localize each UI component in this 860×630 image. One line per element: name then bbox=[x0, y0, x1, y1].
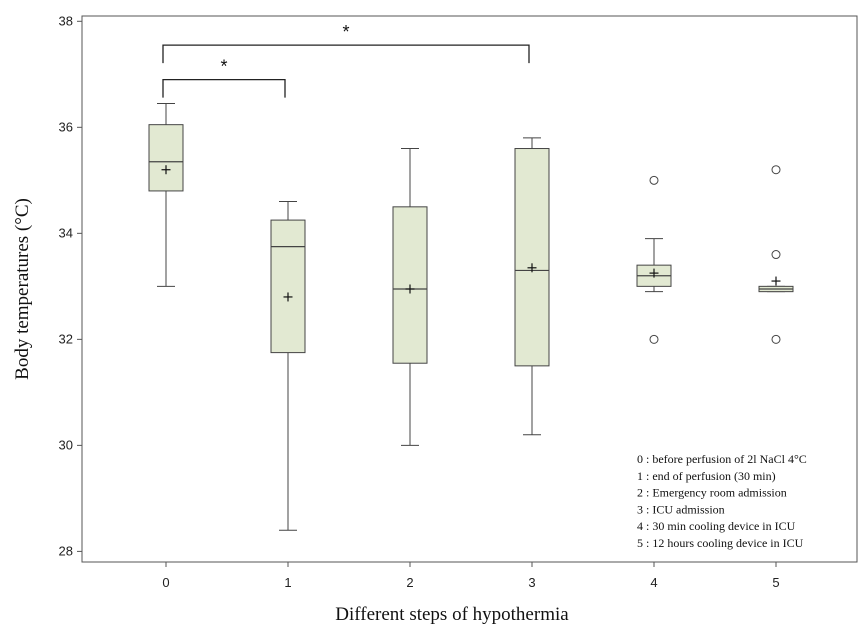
legend: 0 : before perfusion of 2l NaCl 4°C 1 : e… bbox=[637, 452, 807, 550]
outlier-point bbox=[649, 334, 659, 344]
plot-area bbox=[81, 15, 858, 563]
legend-entry: 5 : 12 hours cooling device in ICU bbox=[637, 536, 804, 550]
outlier-point bbox=[771, 250, 781, 260]
interquartile-box bbox=[514, 148, 550, 367]
y-tick-label: 30 bbox=[59, 437, 73, 452]
y-tick-label: 36 bbox=[59, 119, 73, 134]
y-tick-label: 32 bbox=[59, 331, 73, 346]
box-category-3 bbox=[514, 137, 550, 436]
y-tick-label: 38 bbox=[59, 13, 73, 28]
x-tick-label: 3 bbox=[528, 575, 535, 590]
significance-label: * bbox=[220, 57, 227, 77]
x-tick-label: 2 bbox=[406, 575, 413, 590]
y-tick-label: 34 bbox=[59, 225, 73, 240]
y-axis-title: Body temperatures (°C) bbox=[12, 198, 33, 380]
x-tick-label: 0 bbox=[162, 575, 169, 590]
legend-entry: 0 : before perfusion of 2l NaCl 4°C bbox=[637, 452, 807, 466]
legend-entry: 1 : end of perfusion (30 min) bbox=[637, 469, 776, 483]
x-tick-label: 1 bbox=[284, 575, 291, 590]
interquartile-box bbox=[270, 219, 306, 354]
legend-entry: 3 : ICU admission bbox=[637, 502, 725, 516]
x-axis-ticks: 0 1 2 3 4 5 bbox=[162, 562, 780, 590]
box-category-5 bbox=[758, 165, 794, 344]
box-category-1 bbox=[270, 201, 306, 531]
y-axis-ticks: 28 30 32 34 36 38 bbox=[59, 13, 82, 558]
significance-bracket bbox=[162, 44, 530, 64]
box-category-2 bbox=[392, 148, 428, 446]
interquartile-box bbox=[148, 124, 184, 192]
box-category-0 bbox=[148, 102, 184, 287]
boxes-layer bbox=[148, 102, 794, 531]
legend-entry: 2 : Emergency room admission bbox=[637, 486, 787, 500]
x-tick-label: 5 bbox=[772, 575, 779, 590]
legend-entry: 4 : 30 min cooling device in ICU bbox=[637, 519, 796, 533]
significance-bracket bbox=[162, 78, 286, 98]
significance-label: * bbox=[342, 22, 349, 42]
box-category-4 bbox=[636, 175, 672, 344]
outlier-point bbox=[771, 165, 781, 175]
outlier-point bbox=[649, 175, 659, 185]
significance-layer: ** bbox=[162, 22, 530, 98]
x-tick-label: 4 bbox=[650, 575, 657, 590]
outlier-point bbox=[771, 334, 781, 344]
y-tick-label: 28 bbox=[59, 543, 73, 558]
x-axis-title: Different steps of hypothermia bbox=[335, 604, 569, 625]
